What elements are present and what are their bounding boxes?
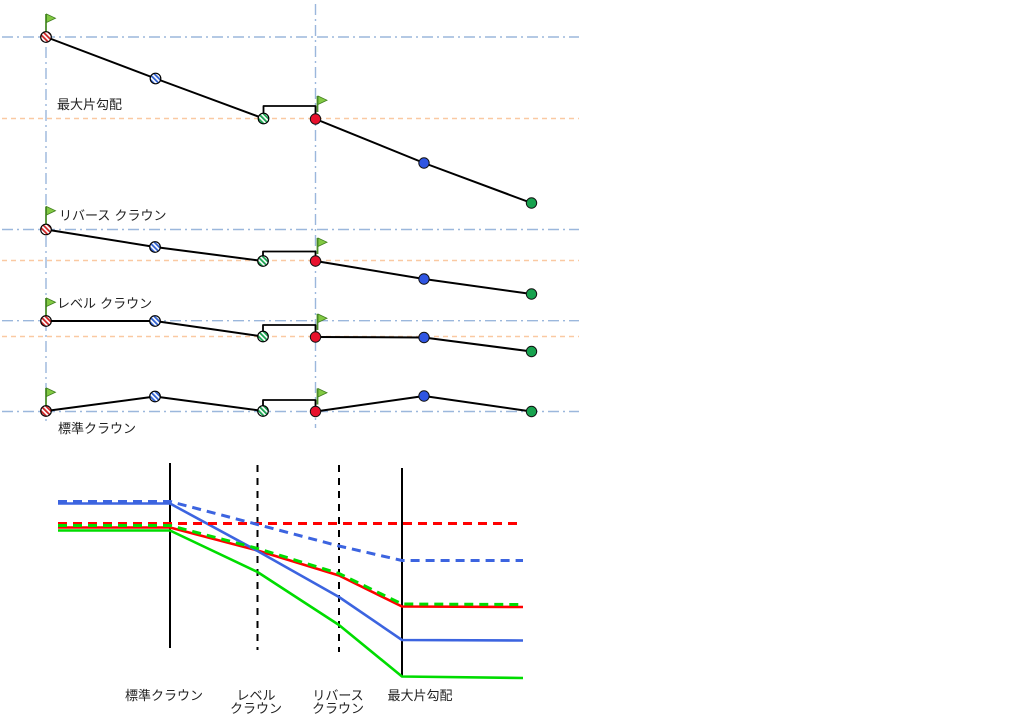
- section-level-crown: レベル クラウン: [40, 297, 538, 358]
- marker-green-hatched: [257, 112, 270, 125]
- station-label-3-line-0: 最大片勾配: [387, 689, 452, 704]
- chart-series-red-solid: [58, 526, 524, 609]
- flag-pennant: [46, 297, 57, 308]
- station-label-0-line-0: 標準クラウン: [125, 688, 203, 704]
- flag-icon: [316, 387, 328, 405]
- station-label-1-line-0: レベル: [236, 689, 275, 704]
- marker-red-dot: [309, 405, 322, 418]
- step-bracket-level-crown: [262, 324, 317, 337]
- marker-red-hatched: [40, 223, 52, 236]
- flag-pennant: [317, 313, 328, 324]
- marker-blue-dot: [418, 157, 430, 169]
- section-label-max-superelevation: 最大片勾配: [57, 98, 122, 113]
- marker-blue-dot: [418, 331, 430, 344]
- top-guides: [2, 4, 579, 428]
- marker-blue-hatched: [149, 72, 162, 85]
- marker-blue-dot: [418, 390, 430, 402]
- step-bracket-reverse-crown: [262, 250, 317, 261]
- station-label-1-line-1: クラウン: [230, 702, 282, 717]
- step-bracket-max-superelevation: [262, 105, 317, 119]
- marker-red-dot: [309, 331, 322, 343]
- marker-blue-dot: [418, 273, 430, 285]
- flag-pennant: [317, 387, 328, 398]
- section-normal-crown: 標準クラウン: [40, 387, 538, 437]
- flag-pennant: [317, 95, 328, 106]
- flag-pennant: [46, 205, 57, 216]
- marker-red-hatched: [40, 315, 52, 327]
- chart-series-blue-dashed: [58, 500, 523, 562]
- marker-green-hatched: [257, 405, 269, 417]
- marker-red-hatched: [40, 31, 52, 43]
- marker-green-dot: [525, 197, 538, 209]
- marker-blue-hatched: [149, 315, 161, 327]
- marker-red-dot: [309, 255, 322, 267]
- flag-icon: [316, 313, 328, 330]
- flag-pennant: [317, 237, 328, 248]
- flag-icon: [316, 237, 328, 254]
- section-label-level-crown: レベル クラウン: [57, 297, 152, 312]
- section-label-normal-crown: 標準クラウン: [58, 421, 136, 437]
- marker-red-dot: [309, 113, 322, 125]
- marker-red-hatched: [40, 405, 52, 417]
- step-bracket-normal-crown: [262, 399, 317, 412]
- flag-icon: [316, 95, 328, 112]
- flag-pennant: [46, 13, 57, 24]
- chart-series-blue-solid: [58, 502, 524, 642]
- marker-green-hatched: [257, 255, 269, 267]
- station-label-2-line-1: クラウン: [312, 702, 364, 717]
- section-label-reverse-crown: リバース クラウン: [59, 209, 166, 224]
- marker-blue-hatched: [149, 241, 161, 253]
- marker-green-dot: [525, 288, 538, 300]
- flag-pennant: [46, 387, 57, 398]
- station-label-2-line-0: リバース: [312, 689, 363, 704]
- section-reverse-crown: リバース クラウン: [40, 205, 538, 300]
- marker-green-hatched: [257, 330, 269, 343]
- chart-series-green-solid: [58, 529, 524, 680]
- marker-blue-hatched: [149, 390, 161, 403]
- marker-green-dot: [525, 405, 538, 418]
- chart-series-green-dashed: [58, 524, 524, 606]
- section-max-superelevation: 最大片勾配: [40, 13, 538, 209]
- marker-green-dot: [525, 345, 538, 358]
